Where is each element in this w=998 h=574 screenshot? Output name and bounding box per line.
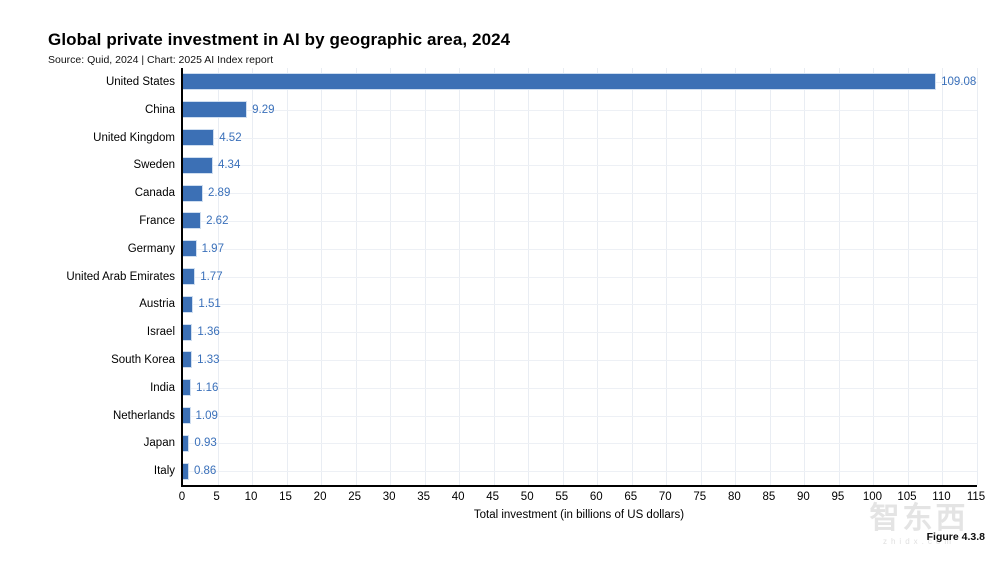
bar-united-arab-emirates: [183, 268, 196, 285]
bar-sweden: [183, 156, 213, 174]
gridline-y-israel: [183, 332, 977, 334]
category-label-india: India: [150, 381, 175, 394]
bar-south-korea: [183, 351, 193, 369]
value-label-india: 1.16: [196, 381, 219, 394]
value-label-france: 2.62: [206, 214, 229, 227]
chart-title: Global private investment in AI by geogr…: [48, 30, 511, 49]
category-label-france: France: [139, 214, 175, 227]
gridline-y-united-kingdom: [183, 137, 977, 139]
x-tick-85: 85: [762, 491, 776, 503]
x-tick-105: 105: [897, 491, 917, 503]
category-label-united-kingdom: United Kingdom: [93, 131, 175, 144]
x-tick-20: 20: [313, 491, 327, 503]
value-label-china: 9.29: [252, 103, 275, 116]
bar-canada: [183, 184, 203, 202]
plot-area: 109.08 9.29 4.52 4.34 2.89 2.62 1.97 1.77 1.51 1.…: [181, 68, 978, 487]
value-label-germany: 1.97: [201, 242, 224, 255]
gridline-y-sweden: [183, 165, 977, 167]
value-label-austria: 1.51: [198, 298, 221, 311]
x-tick-110: 110: [932, 491, 951, 503]
y-axis-labels: United States China United Kingdom Sweden Ca…: [0, 68, 175, 487]
x-tick-45: 45: [486, 491, 500, 503]
x-tick-55: 55: [555, 491, 569, 503]
bar-china: [183, 101, 248, 119]
x-tick-65: 65: [624, 491, 638, 503]
x-tick-30: 30: [382, 491, 396, 503]
category-label-israel: Israel: [146, 326, 175, 339]
gridline-y-italy: [183, 471, 977, 473]
gridline-y-austria: [183, 304, 977, 306]
x-tick-100: 100: [862, 491, 883, 503]
bar-netherlands: [183, 407, 191, 424]
bar-japan: [183, 434, 190, 452]
category-label-japan: Japan: [143, 437, 175, 450]
bar-italy: [183, 462, 189, 480]
gridline-x-115: [977, 68, 978, 485]
bar-germany: [183, 240, 197, 258]
value-label-sweden: 4.34: [217, 159, 241, 172]
x-tick-10: 10: [244, 491, 258, 503]
x-tick-35: 35: [417, 491, 431, 503]
x-tick-90: 90: [796, 491, 810, 503]
category-label-netherlands: Netherlands: [112, 409, 175, 422]
bar-france: [183, 212, 202, 230]
category-label-italy: Italy: [153, 465, 175, 478]
value-label-japan: 0.93: [194, 437, 217, 450]
x-axis-title: Total investment (in billions of US doll…: [473, 509, 685, 521]
value-label-canada: 2.89: [207, 187, 231, 200]
x-tick-15: 15: [279, 491, 292, 503]
x-tick-75: 75: [693, 491, 707, 503]
value-label-netherlands: 1.09: [195, 409, 218, 422]
gridline-y-netherlands: [183, 415, 977, 417]
x-tick-115: 115: [966, 491, 986, 503]
category-label-south-korea: South Korea: [111, 353, 175, 366]
gridline-y-china: [183, 109, 977, 111]
gridline-y-india: [183, 387, 977, 389]
gridline-y-canada: [183, 193, 977, 195]
category-label-china: China: [144, 103, 175, 116]
x-tick-40: 40: [451, 491, 465, 503]
bar-united-kingdom: [183, 129, 215, 146]
value-label-united-kingdom: 4.52: [219, 131, 242, 144]
category-label-united-arab-emirates: United Arab Emirates: [66, 270, 175, 283]
gridline-y-germany: [183, 248, 977, 250]
figure-number-label: Figure 4.3.8: [926, 531, 985, 543]
value-label-united-states: 109.08: [941, 75, 977, 88]
category-label-canada: Canada: [134, 187, 175, 200]
x-tick-70: 70: [658, 491, 672, 503]
x-tick-95: 95: [831, 491, 845, 503]
x-tick-80: 80: [727, 491, 741, 503]
gridline-y-united-arab-emirates: [183, 276, 977, 278]
x-tick-50: 50: [520, 491, 534, 503]
value-label-south-korea: 1.33: [197, 353, 220, 366]
value-label-israel: 1.36: [197, 326, 220, 339]
category-label-sweden: Sweden: [133, 159, 175, 172]
chart-subtitle: Source: Quid, 2024 | Chart: 2025 AI Inde…: [48, 54, 274, 66]
category-label-austria: Austria: [139, 298, 175, 311]
x-tick-0: 0: [178, 491, 186, 503]
bar-israel: [183, 323, 193, 341]
category-label-germany: Germany: [127, 242, 175, 255]
category-label-united-states: United States: [105, 75, 175, 88]
bar-united-states: [183, 73, 937, 91]
x-tick-25: 25: [348, 491, 361, 503]
gridline-y-japan: [183, 443, 977, 445]
bar-austria: [183, 295, 194, 313]
value-label-united-arab-emirates: 1.77: [200, 270, 223, 283]
x-tick-60: 60: [589, 491, 603, 503]
gridline-y-france: [183, 220, 977, 222]
value-label-italy: 0.86: [193, 465, 217, 478]
bar-india: [183, 379, 191, 397]
gridline-y-south-korea: [183, 359, 977, 361]
x-axis-ticks: 0 5 10 15 20 25 30 35 40 45 50 55 60 65 70 75 80 85 90 95 10…: [178, 491, 985, 505]
x-tick-5: 5: [213, 491, 220, 503]
